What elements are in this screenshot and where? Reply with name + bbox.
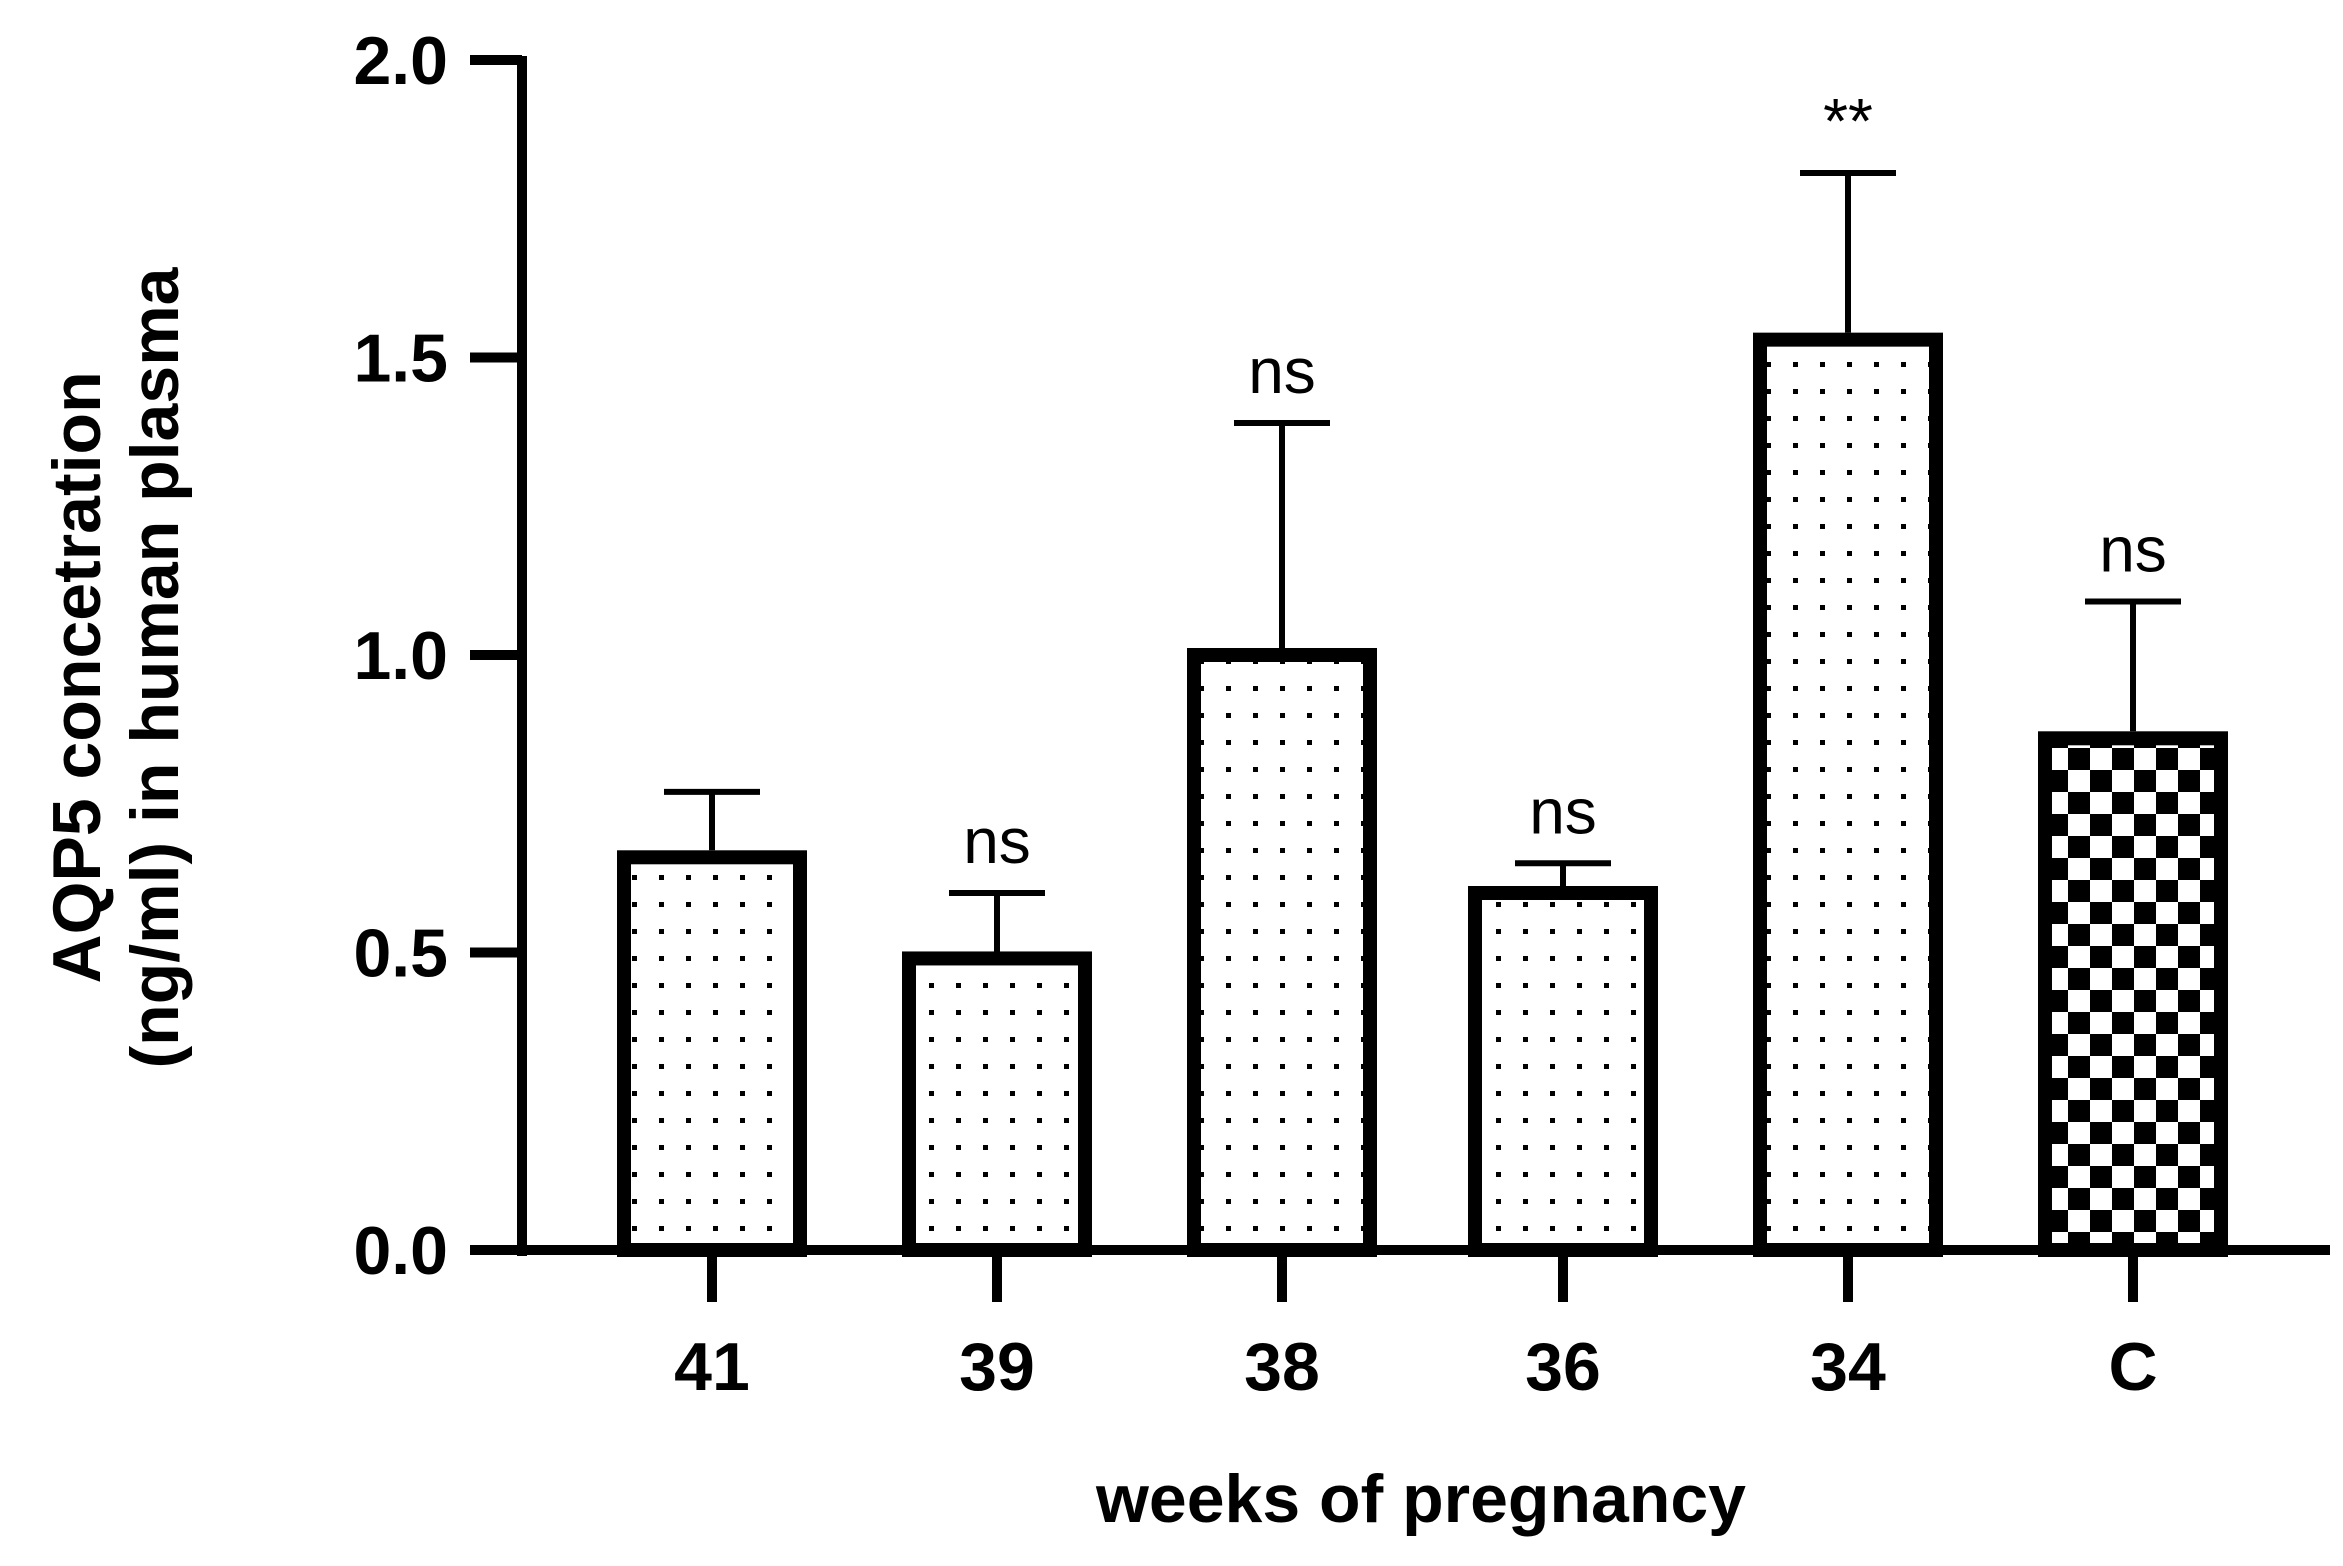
y-axis-title-line-2: (ng/ml) in human plasma (117, 266, 193, 1068)
bar-41 (617, 850, 807, 1257)
bar-C (2038, 731, 2228, 1257)
significance-label: ns (1529, 775, 1597, 847)
y-tick-label: 1.5 (353, 321, 448, 397)
y-tick-label: 1.0 (353, 618, 448, 694)
x-tick-label: 38 (1244, 1329, 1320, 1405)
significance-label: ns (2099, 513, 2167, 585)
y-tick-label: 0.0 (353, 1213, 448, 1289)
y-axis-title-line-1: AQP5 concetration (39, 371, 115, 983)
x-tick-label: C (2108, 1329, 2157, 1405)
x-tick-label: 34 (1810, 1329, 1886, 1405)
y-tick-label: 0.5 (353, 916, 448, 992)
significance-label: ns (1248, 335, 1316, 407)
x-axis-title: weeks of pregnancy (1095, 1461, 1746, 1537)
bar-38 (1187, 648, 1377, 1257)
significance-label: ** (1823, 85, 1873, 157)
x-tick-label: 41 (674, 1329, 750, 1405)
y-tick-label: 2.0 (353, 23, 448, 99)
bar-39 (902, 951, 1092, 1257)
x-tick-label: 36 (1525, 1329, 1601, 1405)
error-bars (664, 170, 2181, 952)
x-tick-label: 39 (959, 1329, 1035, 1405)
bars (617, 332, 2228, 1257)
significance-label: ns (963, 805, 1031, 877)
bar-34 (1753, 332, 1943, 1257)
y-axis-title: AQP5 concetration (ng/ml) in human plasm… (39, 266, 193, 1068)
bar-36 (1468, 886, 1658, 1257)
x-axis: 41 39 38 36 34 C (470, 1245, 2330, 1405)
y-axis: 0.0 0.5 1.0 1.5 2.0 (353, 23, 527, 1289)
significance-annotations: ns ns ns ** ns (963, 85, 2167, 877)
